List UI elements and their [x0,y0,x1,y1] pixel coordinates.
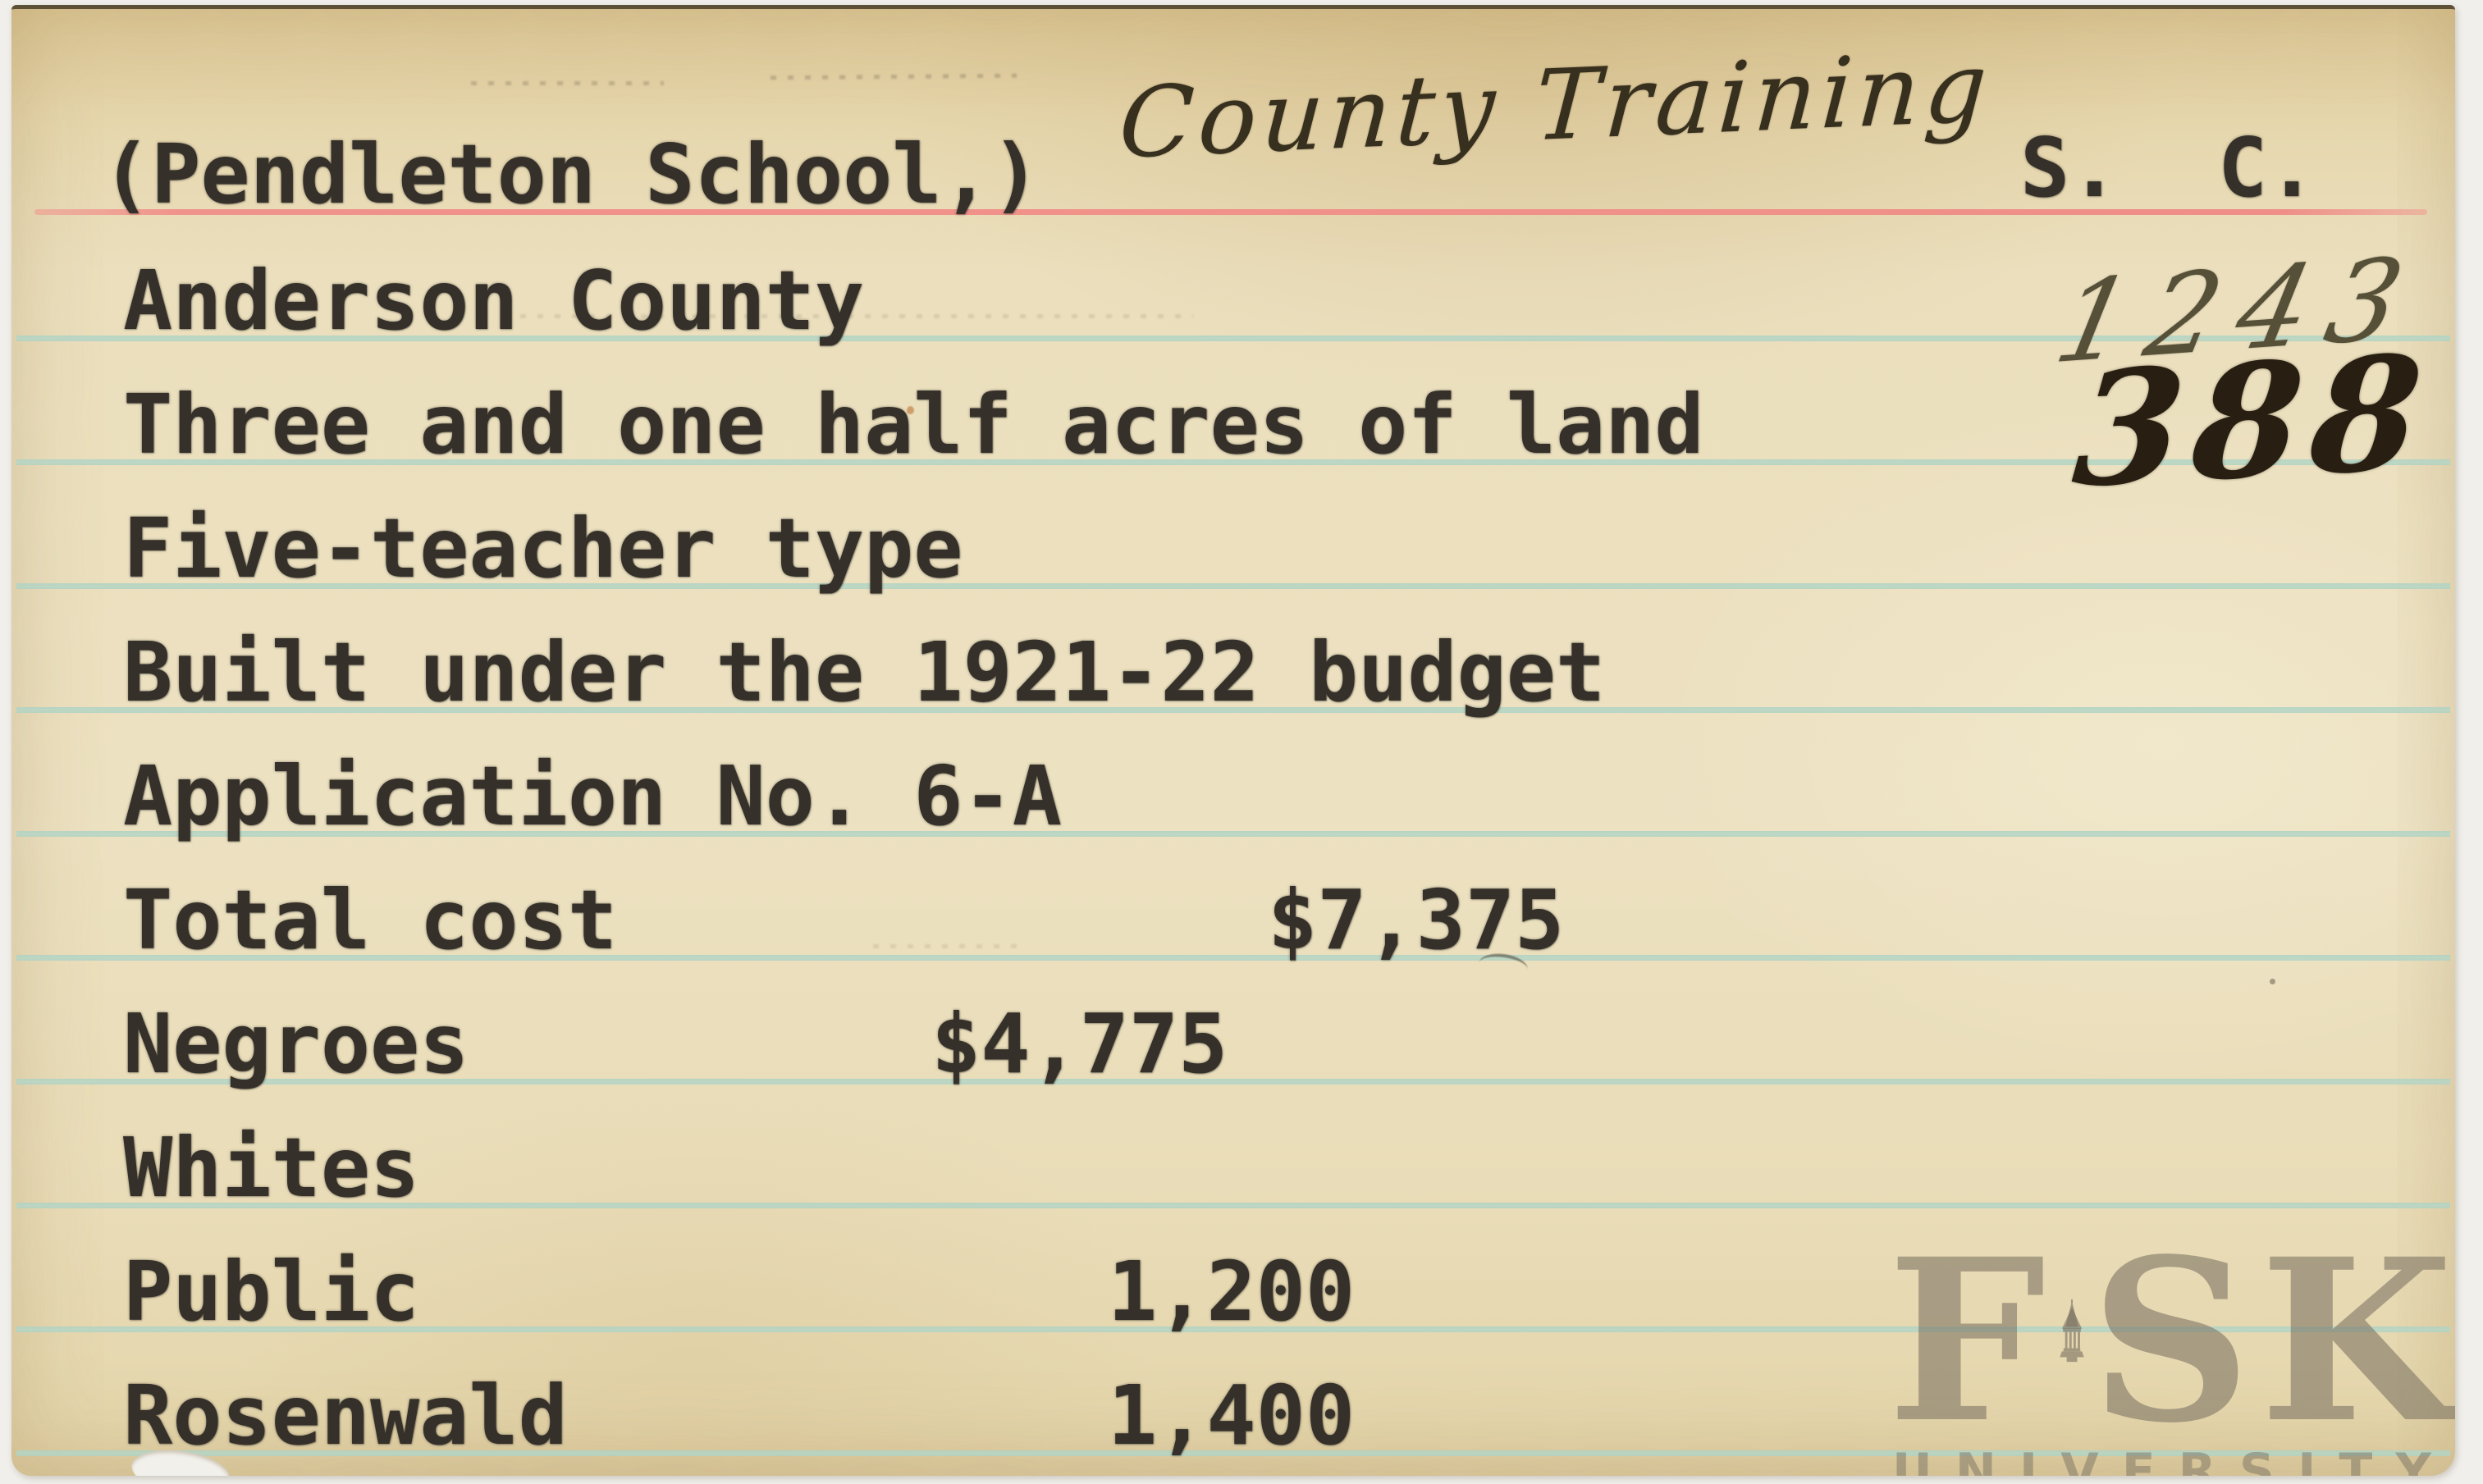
building-type-line: Five-teacher type [123,500,963,596]
budget-year-line: Built under the 1921-22 budget [123,624,1606,720]
steeple-tower-icon [2060,1299,2084,1363]
index-card: (Pendleton School,) County Training S. C… [11,5,2455,1476]
total-cost-label: Total cost [123,872,618,968]
total-cost-value: $7,375 [1268,872,1565,968]
public-contribution-label: Public [123,1244,420,1340]
application-number-line: Application No. 6-A [123,748,1062,844]
ruled-lines [16,336,2450,1461]
negroes-contribution-value: $4,775 [931,996,1228,1092]
ink-smudge [471,81,664,85]
ink-smudge [770,73,1017,80]
handwritten-school-type: County Training [1116,30,1996,180]
watermark-subtitle: UNIVERSITY [1892,1443,2454,1476]
paper-speck [2270,979,2275,984]
fisk-university-watermark: F SK [1887,1211,2455,1477]
faded-dashes [520,314,1193,318]
county-line: Anderson County [123,253,865,349]
faded-dots [873,944,1021,948]
paper-speck [907,406,914,414]
land-acreage-line: Three and one half acres of land [123,377,1704,473]
red-header-rule [34,209,2427,215]
rosenwald-contribution-label: Rosenwald [123,1368,568,1463]
typed-school-name: (Pendleton School,) [102,126,1040,222]
whites-contribution-label: Whites [123,1120,420,1216]
watermark-letters-sk: SK [2090,1211,2455,1473]
fisk-wordmark: F SK [1887,1211,2455,1473]
handwritten-ink-number: 388 [2067,320,2439,523]
state-abbreviation: S. C. [2020,120,2317,216]
rosenwald-contribution-value: 1,400 [1108,1368,1356,1463]
watermark-letter-f: F [1887,1211,2055,1473]
negroes-contribution-label: Negroes [123,996,469,1092]
public-contribution-value: 1,200 [1108,1244,1356,1340]
